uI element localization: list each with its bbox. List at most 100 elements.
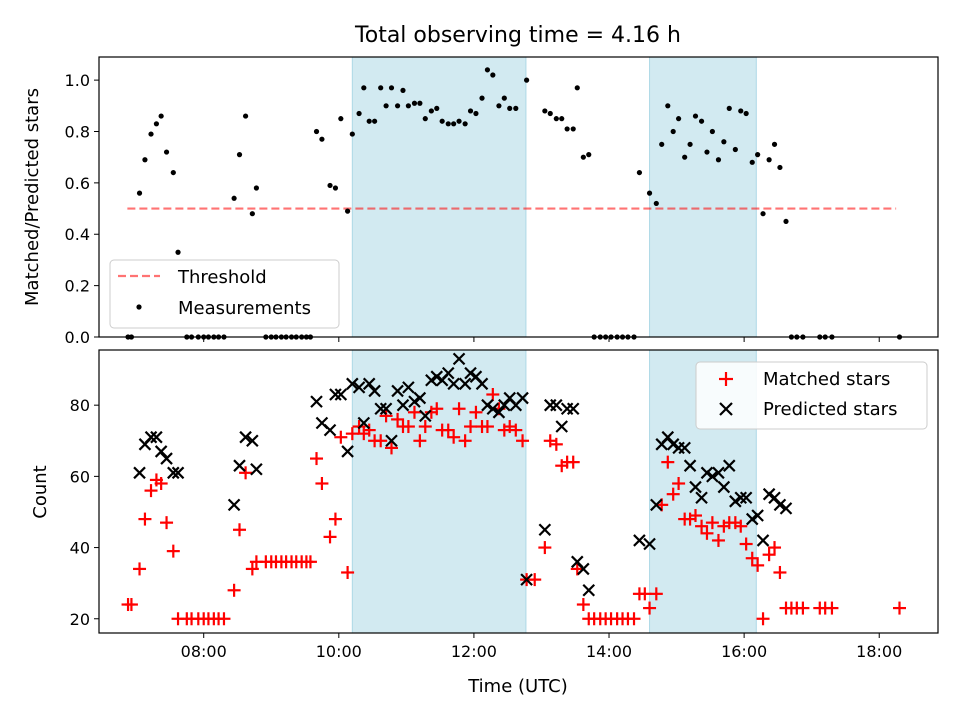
predicted-star-point xyxy=(374,402,387,416)
top-legend-box xyxy=(109,259,340,329)
measurement-point xyxy=(766,157,772,163)
measurement-point xyxy=(313,128,320,135)
measurement-point xyxy=(338,116,344,122)
measurement-point xyxy=(570,126,576,132)
predicted-star-point xyxy=(700,466,714,480)
matched-star-point xyxy=(452,402,466,416)
matched-star-point xyxy=(711,533,725,547)
y-tick-label: 0.6 xyxy=(65,174,90,193)
matched-star-point xyxy=(401,420,415,434)
measurement-point xyxy=(242,113,249,119)
predicted-star-point xyxy=(250,462,263,476)
measurement-point xyxy=(451,121,457,127)
predicted-star-point xyxy=(516,391,529,405)
measurement-point xyxy=(682,154,688,160)
measurement-point xyxy=(372,118,378,124)
matched-star-point xyxy=(638,587,652,601)
matched-star-point xyxy=(138,512,152,526)
predicted-star-point xyxy=(379,402,393,416)
measurement-point xyxy=(356,110,362,117)
matched-star-point xyxy=(661,455,675,469)
measurement-point xyxy=(467,108,474,114)
predicted-star-point xyxy=(452,352,466,366)
measurement-point xyxy=(501,95,507,101)
y-tick-label: 0.8 xyxy=(65,122,90,141)
measurement-point xyxy=(755,152,761,158)
observing-window-2 xyxy=(649,56,757,338)
bottom-shaded-intervals xyxy=(351,349,757,634)
measurement-point xyxy=(462,121,468,127)
matched-star-point xyxy=(566,455,580,469)
matched-star-point xyxy=(166,544,180,558)
predicted-star-point xyxy=(458,377,472,391)
matched-star-point xyxy=(133,562,147,576)
legend-predicted-label: Predicted stars xyxy=(763,399,897,420)
bottom-axes-frame xyxy=(98,349,939,634)
predicted-star-point xyxy=(550,398,563,412)
matched-star-point xyxy=(413,434,427,448)
matched-star-point xyxy=(310,452,324,466)
measurement-point xyxy=(715,157,722,163)
matched-star-point xyxy=(576,598,590,612)
predicted-star-point xyxy=(418,409,432,423)
y-tick-label: 60 xyxy=(70,467,90,486)
figure-title: Total observing time = 4.16 h xyxy=(354,23,681,48)
bottom-legend-box xyxy=(695,361,928,430)
bottom-legend: Matched stars Predicted stars xyxy=(695,361,928,430)
matched-star-point xyxy=(768,541,782,555)
matched-star-point xyxy=(825,601,839,615)
matched-star-point xyxy=(705,516,719,530)
predicted-star-point xyxy=(729,495,742,508)
top-y-axis: 0.0 0.2 0.4 0.6 0.8 1.0 xyxy=(65,71,99,347)
matched-star-point xyxy=(391,412,405,426)
predicted-star-point xyxy=(555,420,569,433)
measurement-point xyxy=(636,169,643,176)
matched-star-point xyxy=(160,516,174,530)
matched-star-point xyxy=(418,420,432,434)
measurement-point xyxy=(366,118,372,124)
predicted-star-point xyxy=(661,430,675,444)
matched-star-point xyxy=(480,420,494,434)
matched-star-point xyxy=(695,519,709,533)
measurement-point xyxy=(738,108,744,114)
measurement-point xyxy=(378,85,384,91)
matched-star-point xyxy=(627,612,641,626)
measurement-point xyxy=(496,103,502,109)
measurement-point xyxy=(422,116,428,122)
predicted-star-point xyxy=(329,388,342,401)
predicted-star-point xyxy=(768,491,781,505)
predicted-star-point xyxy=(430,370,444,383)
matched-star-point xyxy=(124,598,138,612)
predicted-star-point xyxy=(246,434,259,448)
measurement-point xyxy=(653,200,659,207)
predicted-star-point xyxy=(678,441,691,455)
measurement-point xyxy=(553,116,559,122)
predicted-star-point xyxy=(385,434,398,448)
measurement-point xyxy=(732,146,738,153)
measurement-point xyxy=(704,149,710,155)
y-tick-label: 0.4 xyxy=(65,225,90,244)
predicted-star-point xyxy=(560,402,574,416)
measurement-point xyxy=(439,118,445,124)
predicted-star-point xyxy=(717,480,731,494)
measurement-point xyxy=(542,108,548,114)
matched-star-point xyxy=(245,562,259,576)
predicted-star-point xyxy=(695,491,708,505)
matched-star-point xyxy=(892,601,906,615)
matched-star-point xyxy=(345,427,359,441)
predicted-star-point xyxy=(633,534,646,547)
matched-star-point xyxy=(328,512,342,526)
measurement-point xyxy=(158,113,164,119)
y-tick-label: 0.2 xyxy=(65,277,90,296)
legend-threshold-label: Threshold xyxy=(177,267,267,288)
measurement-point xyxy=(332,185,339,191)
matched-star-point xyxy=(486,387,500,401)
measurement-point xyxy=(175,249,181,255)
x-tick-label: 12:00 xyxy=(451,642,497,661)
predicted-star-point xyxy=(650,498,663,512)
measurement-point xyxy=(236,152,243,158)
measurement-point xyxy=(675,116,682,122)
predicted-star-point xyxy=(160,452,173,465)
measurement-point xyxy=(726,105,732,111)
matched-star-point xyxy=(745,551,759,565)
